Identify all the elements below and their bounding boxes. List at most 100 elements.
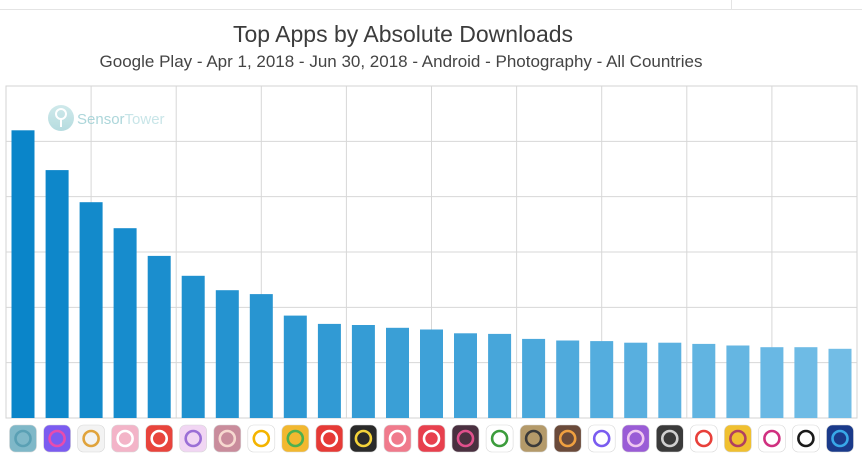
chart-title: Top Apps by Absolute Downloads <box>232 21 574 47</box>
bar-photo-lab[interactable] <box>454 333 477 418</box>
sweet-selfie-icon-background <box>77 424 105 453</box>
google-photos-icon-background <box>247 424 276 453</box>
bar-huji-cam[interactable] <box>794 347 818 418</box>
bar-cymera[interactable] <box>828 348 852 418</box>
b612-icon-background <box>9 424 37 453</box>
camera360-icon[interactable] <box>621 424 650 453</box>
inshot-icon-glyph <box>422 429 441 448</box>
inshot-icon[interactable] <box>417 424 446 453</box>
bar-photo-collage[interactable] <box>113 228 137 418</box>
cymera-icon-glyph <box>831 429 849 448</box>
watermark-brand-a: Sensor <box>77 111 125 128</box>
bar-youcam-makeup[interactable] <box>726 345 750 419</box>
bar-google-photos[interactable] <box>249 294 273 418</box>
youcam-makeup-icon-glyph <box>729 429 747 448</box>
huji-cam-icon-background <box>792 424 820 453</box>
bar-b612[interactable] <box>11 130 35 419</box>
bar-retrica[interactable] <box>692 343 716 418</box>
cymera-icon-background <box>826 424 854 453</box>
bar-makeup-photo[interactable] <box>658 342 682 418</box>
square-photo-icon-glyph <box>558 429 577 448</box>
beauty-camera-icon[interactable] <box>179 424 207 453</box>
bar-square-photo[interactable] <box>556 340 580 419</box>
bar-beauty-plus[interactable] <box>386 327 409 418</box>
makeup-photo-icon-background <box>655 424 684 453</box>
bar-boomerang[interactable] <box>590 341 614 418</box>
picskit-icon-background <box>758 424 786 453</box>
huji-cam-icon-glyph <box>797 429 815 448</box>
bar-collage-maker[interactable] <box>215 290 239 418</box>
youcam-makeup-icon[interactable] <box>724 424 752 453</box>
bar-sweet-selfie[interactable] <box>79 202 103 418</box>
bar-selfie-camera[interactable] <box>317 323 341 418</box>
picsart-icon[interactable] <box>43 424 71 453</box>
photo-blender-icon-background <box>519 424 548 453</box>
sweet-selfie-icon-glyph <box>82 429 100 448</box>
vivavideo-icon[interactable] <box>145 424 173 453</box>
picsart-icon-background <box>43 424 71 453</box>
photo-collage-icon[interactable] <box>111 424 139 453</box>
bar-photo-blender[interactable] <box>522 338 546 418</box>
bars-group <box>11 130 852 419</box>
photo-grid-icon[interactable] <box>281 424 310 453</box>
bar-beauty-camera[interactable] <box>181 275 205 418</box>
watermark-brand-b: Tower <box>125 111 165 128</box>
app-icons-row <box>9 424 854 453</box>
google-photos-icon-glyph <box>252 429 271 448</box>
cymera-icon[interactable] <box>826 424 854 453</box>
bar-picskit[interactable] <box>760 347 784 418</box>
selfie-camera-icon-glyph <box>320 429 339 448</box>
sensortower-watermark: SensorTower <box>48 105 165 131</box>
b612-icon[interactable] <box>9 424 37 453</box>
huji-cam-icon[interactable] <box>792 424 820 453</box>
candy-camera-icon[interactable] <box>349 424 378 453</box>
top-border-line <box>0 9 862 10</box>
bar-snapseed[interactable] <box>488 333 512 418</box>
bar-vivavideo[interactable] <box>147 255 171 418</box>
watermark-text: SensorTower <box>77 111 165 128</box>
photo-collage-icon-background <box>111 424 139 453</box>
bar-photo-grid[interactable] <box>283 315 307 418</box>
candy-camera-icon-glyph <box>354 429 373 448</box>
b612-icon-glyph <box>14 429 32 448</box>
snapseed-icon-background <box>485 424 514 453</box>
chart-subtitle: Google Play - Apr 1, 2018 - Jun 30, 2018… <box>99 52 703 71</box>
collage-maker-icon-glyph <box>218 429 237 448</box>
makeup-photo-icon-glyph <box>660 429 679 448</box>
beauty-plus-icon[interactable] <box>383 424 412 453</box>
collage-maker-icon[interactable] <box>213 424 242 453</box>
collage-maker-icon-background <box>213 424 242 453</box>
selfie-camera-icon-background <box>315 424 344 453</box>
photo-lab-icon-background <box>451 424 480 453</box>
photo-grid-icon-glyph <box>286 429 305 448</box>
bar-inshot[interactable] <box>420 329 443 419</box>
snapseed-icon-glyph <box>490 429 509 448</box>
top-border-notch <box>731 0 732 9</box>
boomerang-icon-background <box>587 424 616 453</box>
snapseed-icon[interactable] <box>485 424 514 453</box>
sweet-selfie-icon[interactable] <box>77 424 105 453</box>
photo-blender-icon[interactable] <box>519 424 548 453</box>
retrica-icon[interactable] <box>689 424 718 453</box>
bar-camera360[interactable] <box>624 342 648 418</box>
square-photo-icon[interactable] <box>553 424 582 453</box>
vivavideo-icon-background <box>145 424 173 453</box>
boomerang-icon[interactable] <box>587 424 616 453</box>
beauty-camera-icon-glyph <box>184 429 202 448</box>
google-photos-icon[interactable] <box>247 424 276 453</box>
bar-candy-camera[interactable] <box>351 325 375 418</box>
camera360-icon-glyph <box>626 429 645 448</box>
photo-lab-icon[interactable] <box>451 424 480 453</box>
candy-camera-icon-background <box>349 424 378 453</box>
bar-picsart[interactable] <box>45 170 69 418</box>
picskit-icon[interactable] <box>758 424 786 453</box>
youcam-makeup-icon-background <box>724 424 752 453</box>
photo-blender-icon-glyph <box>524 429 543 448</box>
picsart-icon-glyph <box>48 429 66 448</box>
makeup-photo-icon[interactable] <box>655 424 684 453</box>
retrica-icon-background <box>689 424 718 453</box>
retrica-icon-glyph <box>694 429 713 448</box>
beauty-plus-icon-glyph <box>388 429 407 448</box>
selfie-camera-icon[interactable] <box>315 424 344 453</box>
